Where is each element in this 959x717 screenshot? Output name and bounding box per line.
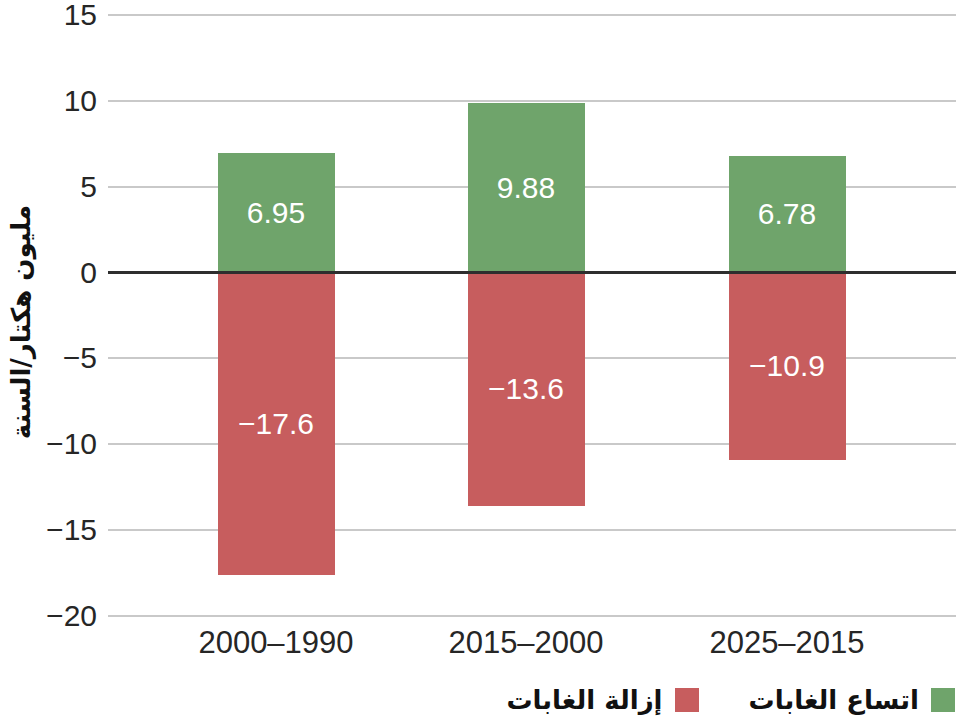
bar-deforestation: −17.6	[218, 273, 335, 575]
legend-item-deforestation: إزالة الغابات	[506, 685, 698, 715]
y-tick-label: −5	[0, 342, 97, 374]
legend: اتساع الغابات إزالة الغابات	[506, 685, 955, 715]
forest-area-change-chart: مليون هكتار/السنة 151050−5−10−15−206.95−…	[0, 0, 959, 717]
forest-expansion-color-swatch	[931, 688, 955, 712]
deforestation-color-swatch	[675, 688, 699, 712]
plot-area: 15 10 5 0 −5 −10 −15 −20 6.95 −17.6 2000–1990 9.88 −…	[0, 0, 959, 717]
bar-forest-expansion: 9.88	[468, 103, 585, 273]
forest-expansion-legend-label: اتساع الغابات	[749, 685, 919, 715]
bar-value-label: −13.6	[488, 372, 564, 406]
bar-value-label: 6.78	[758, 197, 816, 231]
bar-deforestation: −13.6	[468, 273, 585, 507]
y-tick-label: −10	[0, 428, 97, 460]
gridline	[108, 14, 956, 16]
deforestation-legend-label: إزالة الغابات	[506, 685, 662, 715]
y-tick-label: 15	[0, 0, 97, 31]
zero-axis-line	[108, 271, 956, 274]
bar-forest-expansion: 6.95	[218, 153, 335, 272]
bar-deforestation: −10.9	[729, 273, 846, 460]
bar-value-label: 6.95	[247, 196, 305, 230]
y-tick-label: 5	[0, 171, 97, 203]
bar-forest-expansion: 6.78	[729, 156, 846, 272]
bar-value-label: −10.9	[749, 349, 825, 383]
bar-value-label: −17.6	[238, 407, 314, 441]
gridline	[108, 100, 956, 102]
x-category-label: 2025–2015	[657, 625, 917, 661]
y-tick-label: −20	[0, 600, 97, 632]
x-category-label: 2015–2000	[396, 625, 656, 661]
legend-item-forest-expansion: اتساع الغابات	[749, 685, 955, 715]
gridline	[108, 615, 956, 617]
y-tick-label: 10	[0, 85, 97, 117]
x-category-label: 2000–1990	[146, 625, 406, 661]
bar-value-label: 9.88	[497, 171, 555, 205]
y-tick-label: −15	[0, 514, 97, 546]
y-tick-label: 0	[0, 257, 97, 289]
